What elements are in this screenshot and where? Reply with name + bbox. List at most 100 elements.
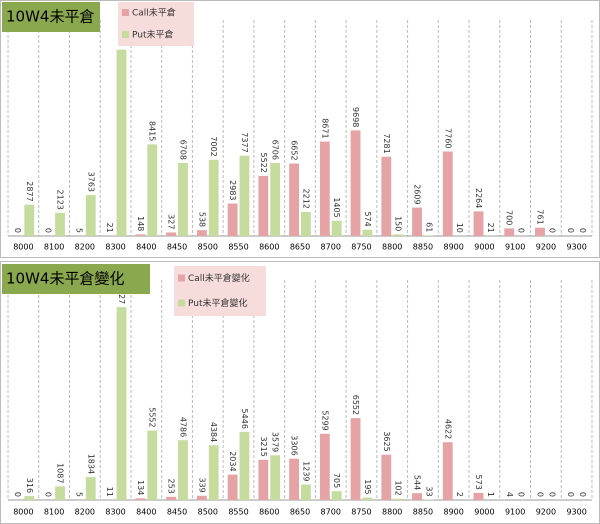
data-label: 538 — [197, 212, 206, 227]
data-label: 3215 — [259, 436, 268, 456]
x-tick-label: 8650 — [290, 243, 310, 252]
data-label: 544 — [413, 475, 422, 490]
title-box — [2, 264, 150, 294]
bar — [166, 496, 177, 500]
x-tick-label: 8200 — [75, 508, 95, 517]
x-tick-label: 9300 — [566, 243, 586, 252]
data-label: 5 — [74, 228, 83, 233]
x-tick-label: 8650 — [290, 508, 310, 517]
legend-swatch — [122, 9, 129, 16]
data-label: 2034 — [228, 451, 237, 471]
data-label: 339 — [197, 477, 206, 492]
data-label: 11 — [105, 487, 114, 497]
data-label: 5 — [74, 492, 83, 497]
bar — [24, 204, 35, 236]
legend-swatch — [178, 274, 185, 282]
data-label: 7760 — [443, 128, 452, 148]
data-label: 102 — [394, 480, 403, 495]
x-tick-label: 8850 — [413, 243, 433, 252]
bar — [55, 212, 65, 236]
data-label: 6708 — [178, 140, 187, 160]
data-label: 21 — [486, 223, 495, 233]
x-tick-label: 8400 — [136, 243, 156, 252]
x-tick-label: 8550 — [228, 508, 248, 517]
x-tick-label: 8850 — [413, 508, 433, 517]
data-label: 0 — [44, 228, 53, 233]
bar — [423, 235, 434, 236]
bar — [178, 162, 188, 236]
legend-swatch — [122, 31, 129, 38]
data-label: 1834 — [86, 454, 95, 474]
bar — [270, 455, 281, 500]
bar — [331, 491, 342, 500]
data-label: 316 — [25, 478, 34, 493]
x-tick-label: 8300 — [105, 243, 125, 252]
data-label: 700 — [505, 210, 514, 225]
x-tick-label: 8450 — [167, 508, 187, 517]
data-label: 0 — [578, 228, 587, 233]
x-tick-label: 9100 — [505, 243, 525, 252]
x-tick-label: 8900 — [444, 243, 464, 252]
data-label: 195 — [363, 479, 372, 494]
legend-swatch — [178, 299, 185, 307]
data-label: 1 — [486, 492, 495, 497]
x-tick-label: 8000 — [13, 508, 33, 517]
bar — [301, 484, 311, 500]
data-label: 2 — [455, 492, 464, 497]
data-label: 21 — [105, 223, 114, 233]
data-label: 0 — [547, 492, 556, 497]
title-box — [2, 2, 100, 32]
data-label: 705 — [332, 473, 341, 488]
legend-label: Call未平倉 — [132, 7, 176, 19]
data-label: 1239 — [301, 461, 310, 481]
bar — [166, 232, 177, 236]
data-label: 761 — [535, 209, 544, 224]
bar — [85, 477, 96, 500]
data-label: 7002 — [209, 136, 218, 156]
x-tick-label: 8400 — [136, 508, 156, 517]
bar — [412, 493, 422, 500]
data-label: 0 — [13, 492, 22, 497]
data-label: 0 — [547, 228, 556, 233]
data-label: 1405 — [332, 197, 341, 217]
data-label: 2609 — [413, 184, 422, 204]
bar — [208, 445, 219, 500]
bar — [227, 203, 238, 236]
bar — [319, 433, 330, 500]
data-label: 5522 — [259, 153, 268, 173]
data-label: 5299 — [320, 410, 329, 430]
x-tick-label: 8700 — [321, 508, 341, 517]
legend-label: Put未平倉 — [132, 29, 174, 41]
bar — [442, 151, 453, 236]
data-label: 5446 — [240, 409, 249, 429]
data-label: 2877 — [25, 181, 34, 201]
bar — [258, 175, 269, 236]
bar — [393, 498, 404, 500]
data-label: 2123 — [56, 190, 65, 210]
data-label: 0 — [517, 228, 526, 233]
bar — [239, 431, 250, 500]
data-label: 573 — [474, 475, 483, 490]
data-label: 5552 — [148, 407, 157, 427]
data-label: 6652 — [290, 140, 299, 160]
data-label: 9698 — [351, 107, 360, 127]
data-label: 0 — [566, 492, 575, 497]
x-tick-label: 8800 — [382, 508, 402, 517]
bar — [258, 459, 269, 500]
bar — [289, 163, 299, 236]
data-label: 3763 — [86, 172, 95, 192]
x-tick-label: 8100 — [44, 243, 64, 252]
bar — [473, 211, 484, 236]
bar — [381, 156, 392, 236]
chart-frame — [0, 0, 600, 258]
x-tick-label: 8000 — [13, 243, 33, 252]
data-label: 7377 — [240, 132, 249, 152]
data-label: 8671 — [320, 118, 329, 138]
x-tick-label: 8100 — [44, 508, 64, 517]
x-tick-label: 8700 — [321, 243, 341, 252]
bar — [412, 207, 422, 236]
x-tick-label: 8600 — [259, 508, 279, 517]
data-label: 3625 — [382, 431, 391, 451]
data-label: 6552 — [351, 395, 360, 415]
